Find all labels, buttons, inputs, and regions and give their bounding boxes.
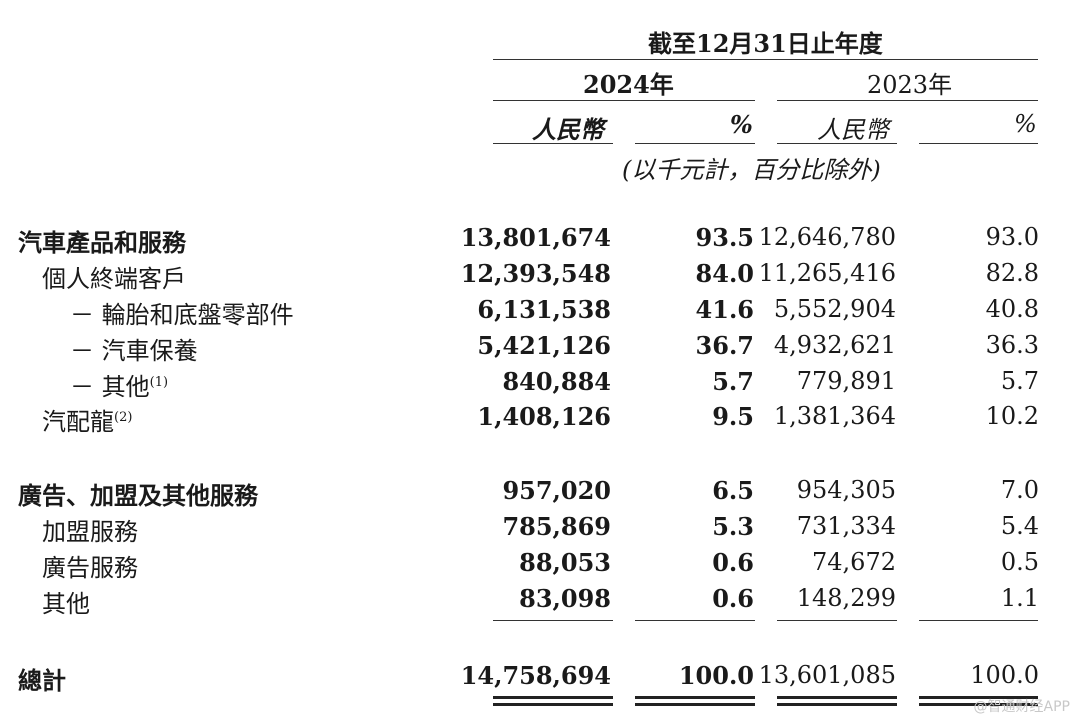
cell-2024-percent: 41.6: [695, 295, 754, 324]
row-label-text: 汽配龍: [42, 408, 114, 436]
cell-2024-amount: 83,098: [519, 584, 611, 613]
cell-2024-percent: 100.0: [678, 661, 754, 690]
footnote-marker: (1): [149, 375, 169, 390]
cell-2024-percent: 93.5: [695, 223, 754, 252]
cell-2023-percent: 5.4: [1000, 512, 1039, 540]
cell-2023-amount: 13,601,085: [758, 661, 896, 689]
cell-2023-amount: 12,646,780: [758, 223, 896, 251]
period-rule: [493, 59, 1038, 60]
cell-2024-amount: 1,408,126: [477, 402, 611, 431]
subtotal-rule-2023-percent: [919, 620, 1038, 621]
footnote-marker: (2): [114, 410, 133, 425]
cell-2024-percent: 0.6: [712, 584, 754, 613]
percent-2023-header: %: [1014, 110, 1037, 138]
cell-2023-percent: 10.2: [985, 402, 1039, 430]
year-2023-header: 2023年: [867, 71, 953, 99]
cell-2023-amount: 11,265,416: [758, 259, 896, 287]
cell-2023-percent: 82.8: [985, 259, 1039, 287]
cell-2024-percent: 6.5: [712, 476, 754, 505]
cell-2024-amount: 14,758,694: [460, 661, 611, 690]
table-row: － 輪胎和底盤零部件 6,131,538 41.6 5,552,904 40.8: [0, 295, 1078, 329]
cell-2023-amount: 731,334: [796, 512, 896, 540]
cell-2023-amount: 4,932,621: [773, 331, 896, 359]
row-label: 廣告、加盟及其他服務: [18, 481, 258, 510]
table-row: 汽車產品和服務 13,801,674 93.5 12,646,780 93.0: [0, 223, 1078, 257]
year-2024-header: 2024年: [583, 70, 674, 99]
row-label-text: － 其他: [70, 373, 150, 401]
total-double-rule: [635, 703, 755, 706]
total-double-rule: [919, 703, 1038, 706]
currency-2023-header: 人民幣: [817, 116, 889, 144]
percent-2023-rule: [919, 143, 1038, 144]
total-double-rule: [777, 703, 897, 706]
cell-2024-amount: 6,131,538: [477, 295, 611, 324]
row-label: 汽配龍(2): [42, 402, 132, 437]
row-label: 加盟服務: [42, 518, 138, 546]
row-label: 汽車產品和服務: [18, 228, 186, 257]
table-row: 廣告、加盟及其他服務 957,020 6.5 954,305 7.0: [0, 476, 1078, 510]
year-2023-rule: [777, 100, 1038, 101]
cell-2024-amount: 12,393,548: [460, 259, 611, 288]
cell-2023-percent: 7.0: [1000, 476, 1039, 504]
table-row: － 其他(1) 840,884 5.7 779,891 5.7: [0, 367, 1078, 401]
percent-2024-header: %: [730, 110, 753, 139]
cell-2024-amount: 5,421,126: [477, 331, 611, 360]
cell-2023-amount: 148,299: [796, 584, 896, 612]
cell-2024-amount: 88,053: [519, 548, 611, 577]
cell-2023-percent: 5.7: [1000, 367, 1039, 395]
table-row: 個人終端客戶 12,393,548 84.0 11,265,416 82.8: [0, 259, 1078, 293]
cell-2023-percent: 0.5: [1000, 548, 1039, 576]
row-label: － 其他(1): [70, 367, 168, 402]
year-2024-rule: [493, 100, 755, 101]
cell-2024-percent: 36.7: [695, 331, 754, 360]
cell-2024-amount: 840,884: [502, 367, 611, 396]
total-double-rule: [777, 696, 897, 699]
row-label: 個人終端客戶: [42, 265, 186, 293]
cell-2023-amount: 954,305: [796, 476, 896, 504]
table-row: 其他 83,098 0.6 148,299 1.1: [0, 584, 1078, 618]
cell-2023-percent: 36.3: [985, 331, 1039, 359]
cell-2023-amount: 779,891: [796, 367, 896, 395]
table-row: 加盟服務 785,869 5.3 731,334 5.4: [0, 512, 1078, 546]
table-row: 廣告服務 88,053 0.6 74,672 0.5: [0, 548, 1078, 582]
cell-2023-percent: 40.8: [985, 295, 1039, 323]
total-row: 總計 14,758,694 100.0 13,601,085 100.0: [0, 661, 1078, 695]
row-label: － 汽車保養: [70, 337, 198, 365]
cell-2024-percent: 9.5: [712, 402, 754, 431]
total-double-rule: [493, 696, 613, 699]
percent-2024-rule: [635, 143, 755, 144]
cell-2023-percent: 93.0: [985, 223, 1039, 251]
total-double-rule: [919, 696, 1038, 699]
subtotal-rule-2024-amount: [493, 620, 613, 621]
watermark: @智通财经APP: [973, 699, 1070, 715]
cell-2024-percent: 84.0: [695, 259, 754, 288]
row-label: － 輪胎和底盤零部件: [70, 301, 294, 329]
currency-2024-rule: [493, 143, 613, 144]
cell-2023-percent: 100.0: [970, 661, 1039, 689]
cell-2024-percent: 5.7: [712, 367, 754, 396]
cell-2023-amount: 1,381,364: [773, 402, 896, 430]
period-header: 截至12月31日止年度: [648, 29, 883, 58]
cell-2024-amount: 957,020: [502, 476, 611, 505]
cell-2024-amount: 13,801,674: [460, 223, 611, 252]
unit-note: (以千元計，百分比除外): [622, 156, 881, 184]
table-row: － 汽車保養 5,421,126 36.7 4,932,621 36.3: [0, 331, 1078, 365]
table-row: 汽配龍(2) 1,408,126 9.5 1,381,364 10.2: [0, 402, 1078, 436]
cell-2023-percent: 1.1: [1000, 584, 1039, 612]
subtotal-rule-2024-percent: [635, 620, 755, 621]
row-label: 總計: [18, 666, 66, 695]
currency-2024-header: 人民幣: [532, 115, 604, 144]
cell-2024-percent: 5.3: [712, 512, 754, 541]
row-label: 廣告服務: [42, 554, 138, 582]
currency-2023-rule: [777, 143, 897, 144]
total-double-rule: [493, 703, 613, 706]
row-label: 其他: [42, 590, 90, 618]
cell-2024-amount: 785,869: [502, 512, 611, 541]
total-double-rule: [635, 696, 755, 699]
cell-2023-amount: 74,672: [812, 548, 896, 576]
subtotal-rule-2023-amount: [777, 620, 897, 621]
cell-2024-percent: 0.6: [712, 548, 754, 577]
cell-2023-amount: 5,552,904: [773, 295, 896, 323]
